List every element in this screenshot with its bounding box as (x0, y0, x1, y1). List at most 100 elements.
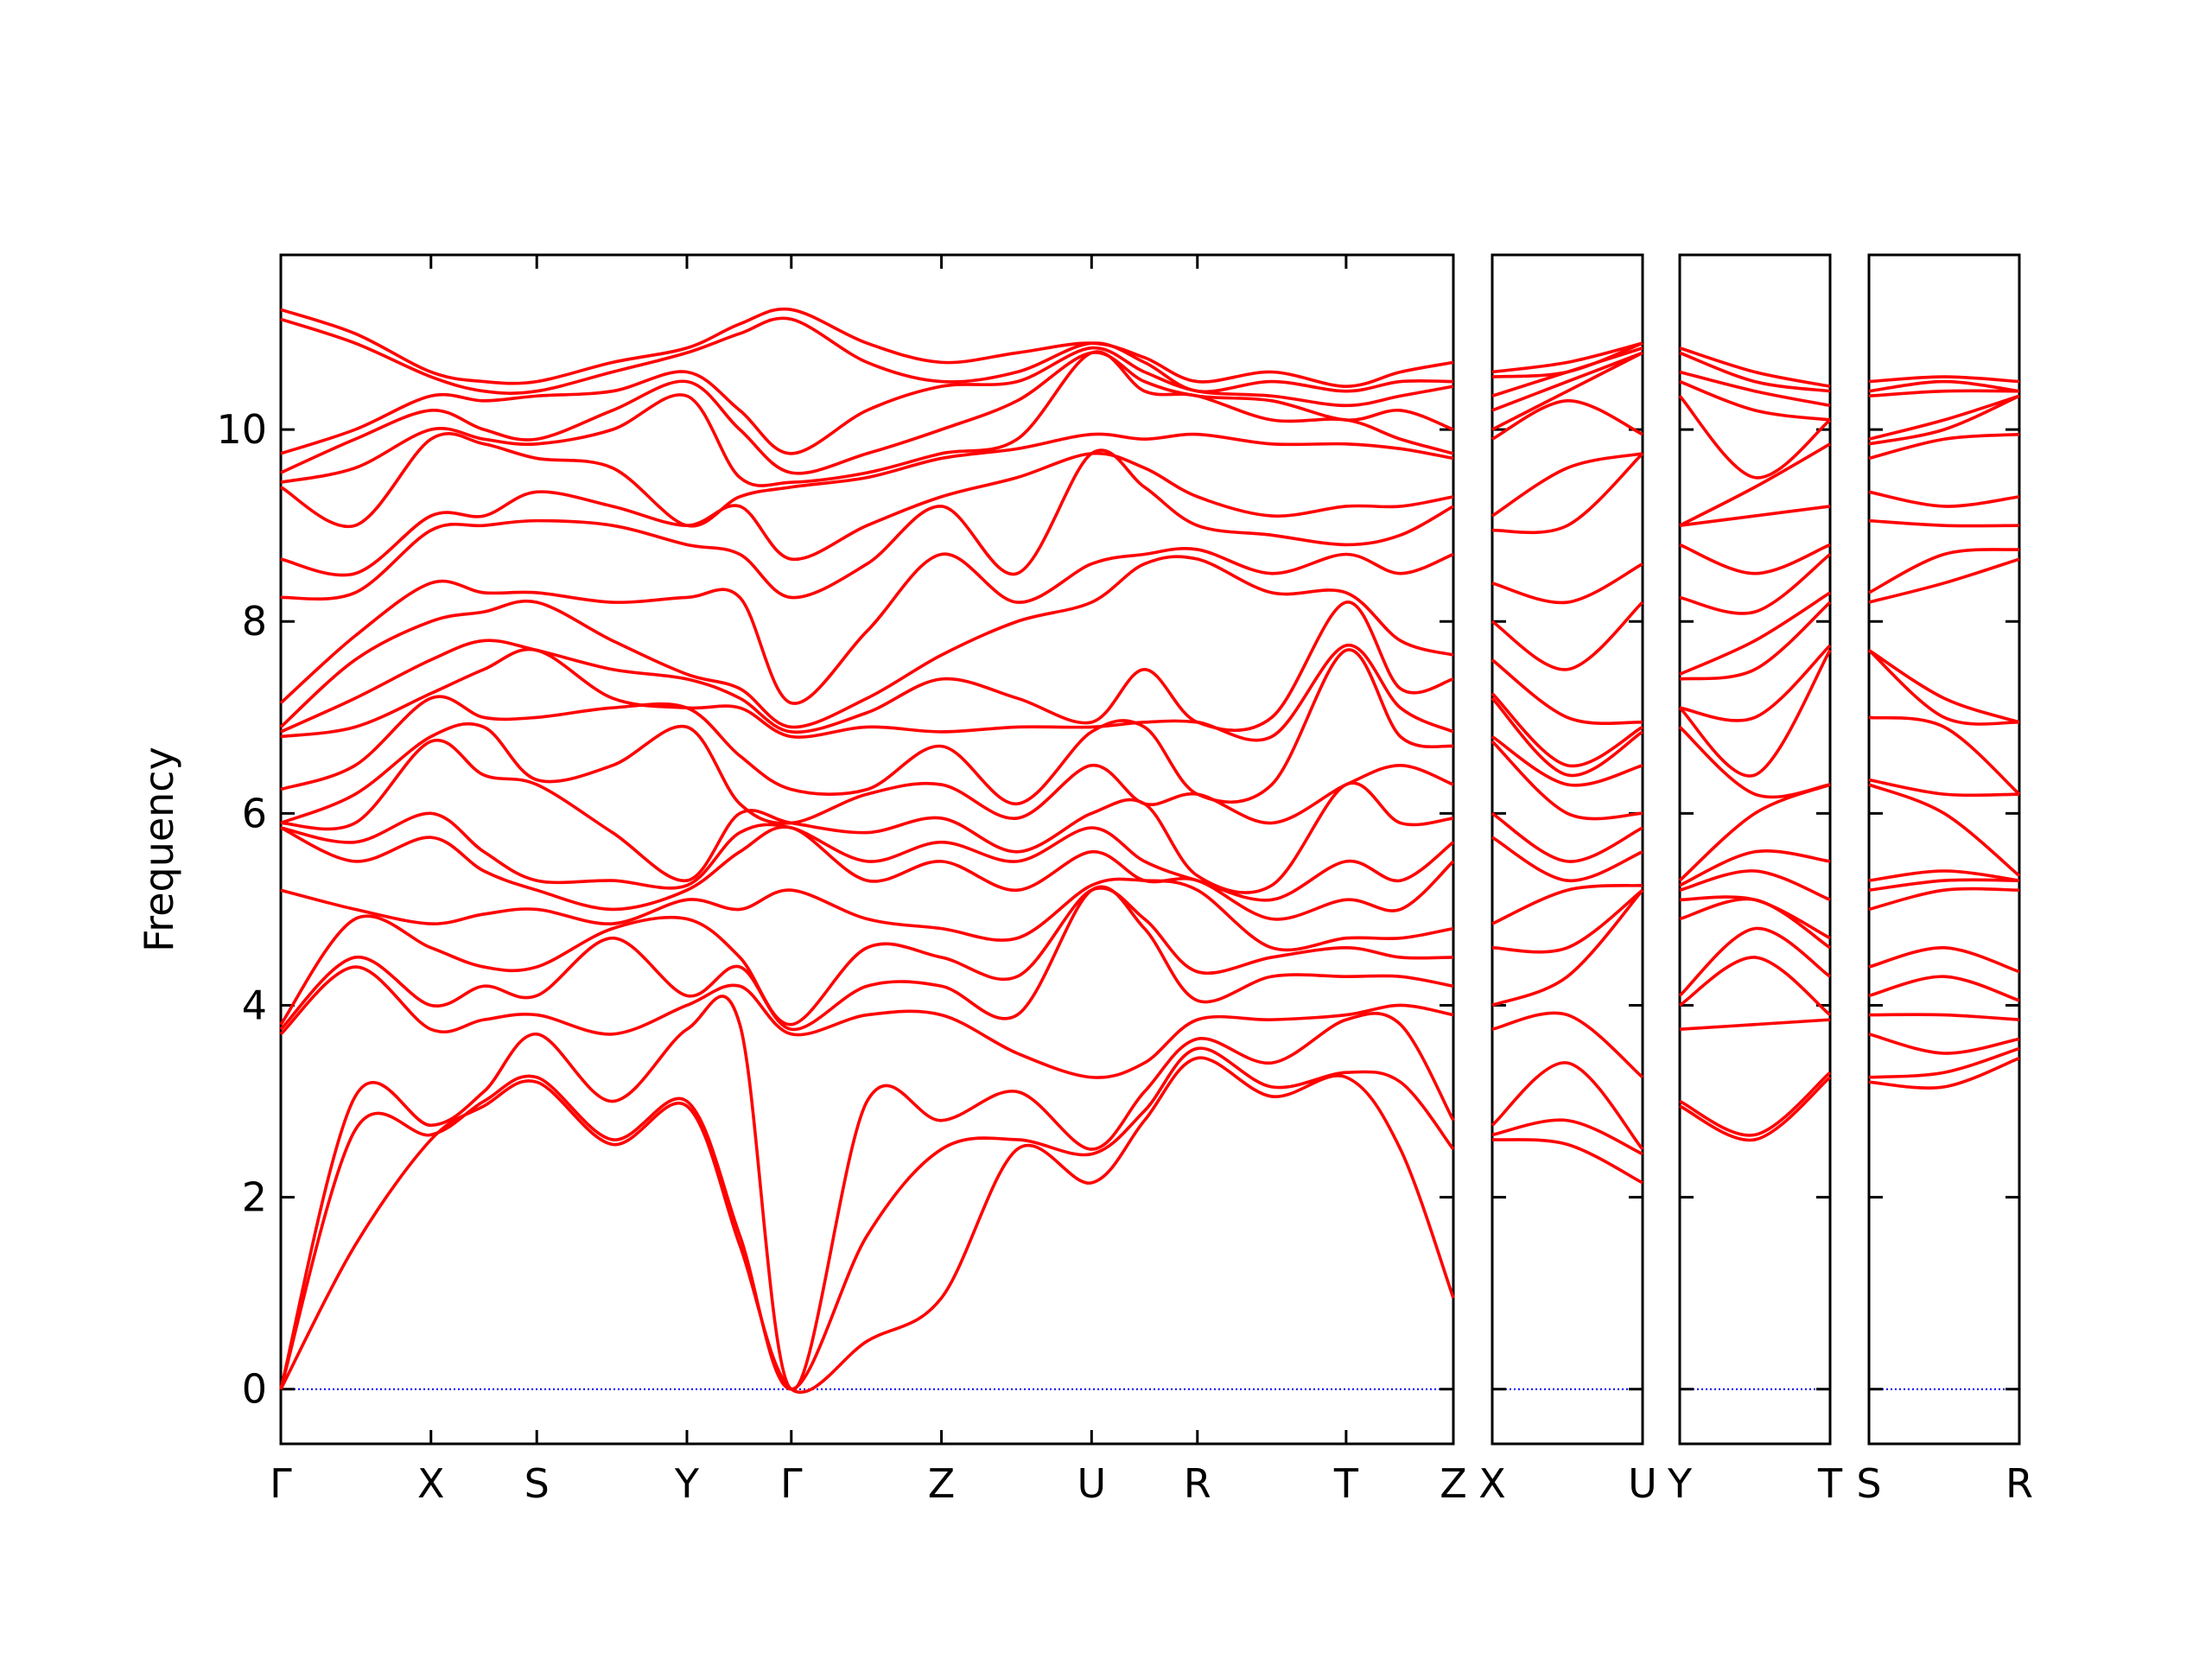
phonon-band (1868, 878, 2020, 892)
phonon-band (1491, 1011, 1644, 1079)
phonon-band (1868, 887, 2020, 912)
phonon-band (1491, 1138, 1643, 1185)
phonon-band (1678, 395, 1832, 480)
phonon-band (1491, 452, 1644, 535)
axes-frame (1491, 253, 1644, 1446)
x-tick-label: T (1817, 1460, 1843, 1507)
phonon-band (1679, 442, 1831, 527)
y-tick-label: 10 (216, 406, 267, 453)
phonon-band (1491, 734, 1643, 787)
phonon-band (1491, 836, 1643, 882)
y-tick-label: 4 (242, 982, 267, 1028)
phonon-band (280, 644, 1454, 742)
phonon-band (1679, 895, 1831, 940)
x-tick-label: Z (1440, 1460, 1467, 1507)
x-tick-label: S (1856, 1460, 1881, 1507)
phonon-band (280, 350, 1454, 487)
phonon-band (280, 648, 1454, 806)
phonon-band (1868, 394, 2020, 441)
phonon-band (279, 1056, 1455, 1395)
x-tick-label: U (1628, 1460, 1657, 1507)
phonon-band (1868, 1013, 2020, 1021)
panel: 0 2 4 6 8 10 Γ X S Y Γ Z U R T Z Frequency (136, 253, 1467, 1507)
phonon-band (1678, 926, 1832, 997)
x-tick-label: R (2005, 1460, 2033, 1507)
axes-frame (1678, 253, 1832, 1446)
phonon-band (280, 307, 1454, 388)
phonon-band (280, 877, 1454, 952)
phonon-band (1679, 591, 1831, 676)
axes-frame (279, 253, 1455, 1446)
phonon-band (279, 995, 1455, 1391)
phonon-band (280, 721, 1454, 825)
phonon-band (1868, 1033, 2020, 1055)
phonon-band (280, 448, 1454, 601)
phonon-band (1679, 601, 1832, 681)
phonon-band (1491, 696, 1643, 778)
phonon-band (1868, 946, 2020, 974)
x-tick-label: X (417, 1460, 445, 1507)
bands (1678, 346, 1832, 1142)
phonon-band (1679, 1018, 1831, 1032)
y-tick-label: 8 (242, 598, 267, 645)
phonon-band (1679, 370, 1831, 408)
axes-frame (1867, 253, 2021, 1446)
phonon-band (1491, 1061, 1644, 1151)
phonon-band (280, 346, 1454, 455)
x-tick-label: T (1333, 1460, 1359, 1507)
phonon-band (279, 1046, 1455, 1391)
phonon-band (1868, 394, 2020, 446)
x-tick-label: Z (928, 1460, 956, 1507)
bands (279, 307, 1455, 1395)
phonon-band (1491, 452, 1643, 518)
phonon-band (1491, 399, 1643, 441)
phonon-band (1868, 649, 2020, 724)
phonon-band (1868, 783, 2021, 877)
phonon-band (1867, 649, 2020, 726)
phonon-band (1491, 601, 1644, 671)
phonon-band (1679, 1076, 1832, 1142)
x-tick-label: Γ (780, 1460, 803, 1507)
phonon-band (1868, 1046, 2020, 1079)
phonon-band (1678, 649, 1832, 778)
x-tick-label: Γ (270, 1460, 292, 1507)
phonon-band (1679, 553, 1832, 615)
x-tick-label: S (524, 1460, 550, 1507)
phonon-band (1868, 778, 2020, 798)
x-tick-label: Y (1667, 1460, 1693, 1507)
phonon-band (279, 547, 1454, 705)
phonon-band (1868, 1056, 2020, 1090)
phonon-band (1868, 432, 2020, 461)
phonon-band (279, 885, 1454, 1032)
y-tick-label: 2 (242, 1174, 267, 1221)
phonon-band (1868, 375, 2020, 384)
phonon-band (1679, 543, 1831, 575)
phonon-band (280, 432, 1454, 529)
y-tick-label: 0 (242, 1366, 267, 1413)
phonon-band (1868, 975, 2020, 1002)
phonon-band (1491, 888, 1644, 954)
phonon-band (1491, 740, 1643, 821)
phonon-band (1679, 644, 1832, 722)
x-tick-label: Y (674, 1460, 700, 1507)
phonon-band (1678, 726, 1831, 799)
phonon-band (1678, 956, 1832, 1016)
phonon-band (1679, 1071, 1832, 1137)
phonon-band (1491, 883, 1643, 925)
phonon-band (1679, 351, 1831, 393)
phonon-band (1678, 783, 1831, 882)
phonon-band (1491, 658, 1643, 726)
phonon-band (1491, 351, 1643, 412)
y-axis-label: Frequency (136, 747, 182, 952)
phonon-band (280, 825, 1455, 921)
phonon-band (1679, 869, 1831, 901)
phonon-band (280, 351, 1454, 475)
x-tick-label: U (1077, 1460, 1106, 1507)
phonon-band (1491, 562, 1643, 605)
phonon-band (1868, 379, 2020, 393)
x-tick-label: X (1478, 1460, 1506, 1507)
